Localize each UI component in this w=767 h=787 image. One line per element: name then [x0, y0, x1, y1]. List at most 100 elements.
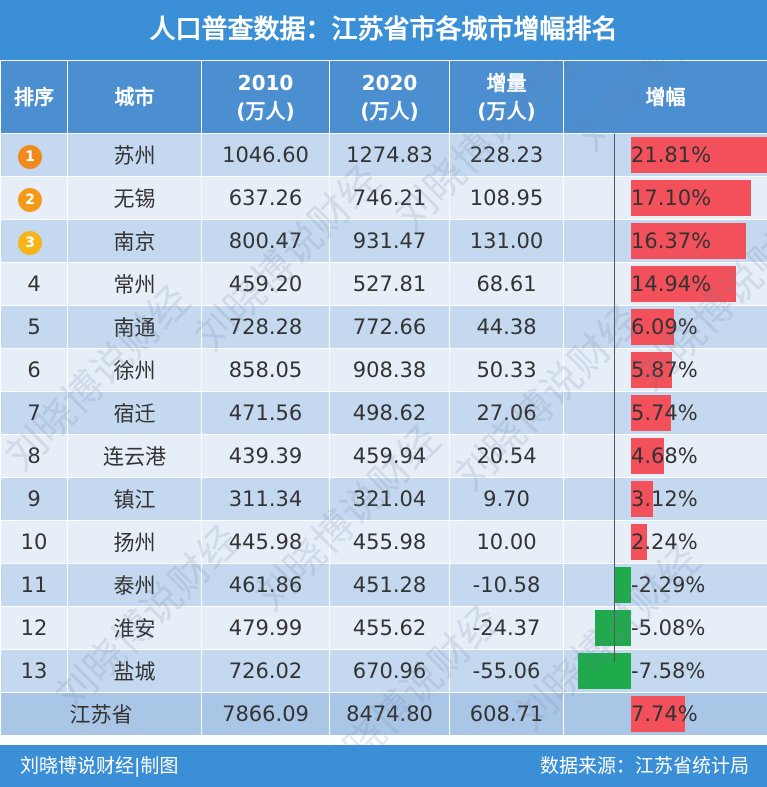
pop-2020-cell: 498.62: [329, 391, 450, 435]
pop-2020-cell: 1274.83: [329, 133, 450, 177]
rank-number: 12: [20, 616, 48, 640]
rank-number: 9: [27, 487, 41, 511]
header-delta-unit: (万人): [477, 99, 536, 123]
city-cell: 盐城: [67, 649, 202, 693]
pop-2020-cell: 772.66: [329, 305, 450, 349]
table-row: 4 常州 459.20 527.81 68.61 14.94%: [0, 262, 767, 306]
delta-cell: 108.95: [449, 176, 564, 220]
growth-label: 5.87%: [631, 358, 698, 382]
pop-2020-cell: 321.04: [329, 477, 450, 521]
header-delta-label: 增量: [486, 71, 527, 95]
bar-zero-axis: [614, 134, 615, 662]
growth-label: -7.58%: [631, 659, 706, 683]
delta-cell: -10.58: [449, 563, 564, 607]
header-2020-year: 2020: [361, 71, 418, 95]
growth-cell: 6.09%: [563, 305, 767, 349]
delta-cell: 10.00: [449, 520, 564, 564]
growth-cell: -2.29%: [563, 563, 767, 607]
table-row: 11 泰州 461.86 451.28 -10.58 -2.29%: [0, 563, 767, 607]
header-2020-unit: (万人): [360, 99, 419, 123]
city-cell: 无锡: [67, 176, 202, 220]
rank-cell: 10: [0, 520, 68, 564]
city-cell: 南京: [67, 219, 202, 263]
city-cell: 徐州: [67, 348, 202, 392]
rank-number: 13: [20, 659, 48, 683]
ranking-table: 排序 城市 2010 (万人) 2020 (万人) 增量 (万人) 增幅 1 苏州…: [0, 60, 767, 736]
growth-cell: 21.81%: [563, 133, 767, 177]
table-row: 10 扬州 445.98 455.98 10.00 2.24%: [0, 520, 767, 564]
table-row: 12 淮安 479.99 455.62 -24.37 -5.08%: [0, 606, 767, 650]
footer-source: 数据来源：江苏省统计局: [539, 755, 749, 777]
table-body: 1 苏州 1046.60 1274.83 228.23 21.81% 2 无锡 637.26 74…: [0, 133, 767, 736]
header-rank: 排序: [0, 60, 68, 134]
pop-2020-cell: 455.62: [329, 606, 450, 650]
growth-cell: 16.37%: [563, 219, 767, 263]
rank-number: 8: [27, 444, 41, 468]
header-2020: 2020 (万人): [329, 60, 450, 134]
table-row: 3 南京 800.47 931.47 131.00 16.37%: [0, 219, 767, 263]
rank-number: 4: [27, 272, 41, 296]
growth-label: 5.74%: [631, 401, 698, 425]
rank-cell: 1: [0, 133, 68, 177]
total-city-cell: 江苏省: [0, 692, 202, 736]
header-pct: 增幅: [563, 60, 767, 134]
rank-number: 11: [20, 573, 48, 597]
growth-label: 4.68%: [631, 444, 698, 468]
delta-cell: 44.38: [449, 305, 564, 349]
delta-cell: 27.06: [449, 391, 564, 435]
pop-2020-cell: 527.81: [329, 262, 450, 306]
city-cell: 宿迁: [67, 391, 202, 435]
pop-2020-cell: 455.98: [329, 520, 450, 564]
pop-2010-cell: 726.02: [201, 649, 330, 693]
city-cell: 扬州: [67, 520, 202, 564]
growth-label: -2.29%: [631, 573, 706, 597]
growth-bar: [631, 266, 736, 302]
delta-cell: -24.37: [449, 606, 564, 650]
rank-number: 6: [27, 358, 41, 382]
rank-cell: 11: [0, 563, 68, 607]
growth-cell: 14.94%: [563, 262, 767, 306]
header-delta: 增量 (万人): [449, 60, 564, 134]
growth-label: 16.37%: [631, 229, 712, 253]
growth-bar: [631, 395, 672, 431]
pop-2010-cell: 311.34: [201, 477, 330, 521]
table-row: 8 连云港 439.39 459.94 20.54 4.68%: [0, 434, 767, 478]
table-row: 13 盐城 726.02 670.96 -55.06 -7.58%: [0, 649, 767, 693]
growth-label: 3.12%: [631, 487, 698, 511]
header-2010: 2010 (万人): [201, 60, 330, 134]
growth-bar: [577, 653, 631, 689]
growth-bar: [631, 524, 647, 560]
growth-cell: -7.58%: [563, 649, 767, 693]
pop-2010-cell: 800.47: [201, 219, 330, 263]
city-cell: 南通: [67, 305, 202, 349]
city-cell: 淮安: [67, 606, 202, 650]
pop-2020-cell: 451.28: [329, 563, 450, 607]
pop-2010-cell: 439.39: [201, 434, 330, 478]
rank-cell: 6: [0, 348, 68, 392]
city-cell: 常州: [67, 262, 202, 306]
rank-number: 10: [20, 530, 48, 554]
table-row: 9 镇江 311.34 321.04 9.70 3.12%: [0, 477, 767, 521]
table-row: 7 宿迁 471.56 498.62 27.06 5.74%: [0, 391, 767, 435]
rank-cell: 12: [0, 606, 68, 650]
delta-cell: -55.06: [449, 649, 564, 693]
growth-cell: 3.12%: [563, 477, 767, 521]
delta-cell: 50.33: [449, 348, 564, 392]
growth-bar: [614, 567, 631, 603]
pop-2010-cell: 445.98: [201, 520, 330, 564]
total-delta-cell: 608.71: [449, 692, 564, 736]
table-row: 6 徐州 858.05 908.38 50.33 5.87%: [0, 348, 767, 392]
growth-bar: [631, 438, 664, 474]
delta-cell: 228.23: [449, 133, 564, 177]
rank-badge-icon: 2: [18, 187, 42, 212]
pop-2010-cell: 728.28: [201, 305, 330, 349]
rank-number: 5: [27, 315, 41, 339]
growth-label: 17.10%: [631, 186, 712, 210]
table-row: 1 苏州 1046.60 1274.83 228.23 21.81%: [0, 133, 767, 177]
growth-label: 6.09%: [631, 315, 698, 339]
header-2010-year: 2010: [237, 71, 294, 95]
pop-2010-cell: 637.26: [201, 176, 330, 220]
pop-2020-cell: 746.21: [329, 176, 450, 220]
growth-cell: 7.74%: [563, 692, 767, 736]
rank-badge-icon: 3: [18, 230, 42, 255]
